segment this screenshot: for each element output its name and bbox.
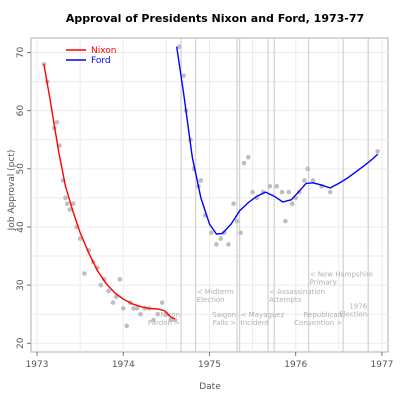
point-nixon-11	[77, 236, 83, 241]
point-ford-12	[226, 242, 231, 247]
event-annotation-line: Primary	[310, 278, 337, 286]
y-tick-label-0: 20	[16, 337, 26, 349]
event-annotation-2: Saigon Falls >	[212, 311, 236, 327]
point-nixon-34	[168, 317, 173, 323]
point-ford-18	[250, 189, 255, 195]
point-ford-30	[305, 166, 311, 172]
point-nixon-16	[98, 282, 104, 288]
event-annotation-line: < Assassination	[269, 288, 325, 296]
point-nixon-3	[54, 120, 60, 125]
point-nixon-18	[106, 288, 111, 294]
point-ford-15	[238, 230, 243, 236]
x-tick-label-3: 1976	[284, 360, 307, 370]
point-ford-1	[181, 73, 186, 79]
point-ford-25	[286, 189, 292, 195]
point-ford-21	[267, 183, 273, 189]
point-ford-6	[198, 178, 204, 183]
point-nixon-25	[131, 306, 136, 311]
point-nixon-27	[138, 311, 143, 317]
x-tick-label-0: 1973	[26, 360, 49, 370]
x-tick-label-4: 1977	[371, 360, 394, 370]
legend-label-nixon: Nixon	[91, 46, 117, 56]
y-tick-label-3: 50	[16, 163, 26, 175]
event-annotation-8: 1976 Election	[339, 302, 367, 318]
event-annotation-line: Republican	[304, 311, 343, 319]
event-annotation-line: Election	[197, 296, 225, 304]
event-annotation-0: Nixon Pardon >	[148, 311, 180, 327]
point-ford-23	[279, 189, 285, 195]
point-nixon-21	[117, 277, 123, 282]
data-points	[41, 44, 380, 329]
event-annotation-line: Attempts	[269, 296, 301, 304]
point-ford-31	[310, 178, 316, 183]
point-ford-29	[302, 178, 307, 183]
point-nixon-19	[110, 300, 116, 305]
y-tick-label-4: 60	[16, 105, 26, 117]
point-ford-33	[327, 189, 333, 195]
event-annotation-line: Incident	[241, 319, 269, 327]
point-nixon-26	[134, 306, 140, 311]
event-annotation-line: Convention >	[294, 319, 342, 327]
point-nixon-30	[151, 317, 156, 323]
chart-title: Approval of Presidents Nixon and Ford, 1…	[66, 12, 364, 25]
event-annotation-6: < New Hampshire Primary	[310, 270, 373, 286]
event-annotation-line: < Midterm	[197, 288, 234, 296]
y-axis-label: Job Approval (pct)	[7, 150, 17, 232]
point-nixon-31	[155, 311, 161, 317]
event-annotation-1: < Midterm Election	[197, 288, 234, 304]
event-annotation-line: 1976	[349, 302, 367, 310]
point-nixon-8	[67, 207, 73, 212]
event-annotation-3: < Mayaguez Incident	[241, 311, 285, 327]
event-annotation-7: Republican Convention >	[294, 311, 342, 327]
y-tick-label-5: 70	[16, 47, 26, 59]
point-ford-10	[218, 236, 224, 241]
legend-label-ford: Ford	[91, 56, 111, 66]
point-nixon-32	[159, 300, 165, 305]
y-tick-label-1: 30	[16, 279, 26, 291]
point-ford-8	[208, 230, 214, 236]
x-axis-label: Date	[199, 382, 221, 392]
event-annotation-line: < Mayaguez	[241, 311, 285, 319]
point-ford-34	[375, 149, 380, 154]
point-nixon-23	[124, 323, 130, 329]
point-ford-11	[221, 230, 227, 236]
point-ford-0	[177, 44, 182, 50]
y-tick-label-2: 40	[16, 221, 26, 233]
point-ford-14	[234, 218, 240, 224]
x-tick-label-2: 1975	[198, 360, 221, 370]
point-nixon-12	[82, 271, 87, 276]
event-annotation-line: Nixon	[160, 311, 180, 319]
point-ford-9	[214, 242, 219, 247]
event-annotation-4: < Assassination Attempts	[269, 288, 325, 304]
event-annotation-line: Falls >	[213, 319, 236, 327]
point-nixon-0	[41, 61, 47, 67]
grid	[31, 38, 388, 352]
point-ford-22	[274, 183, 280, 189]
trend-lines	[43, 46, 379, 320]
x-tick-label-1: 1974	[112, 360, 135, 370]
trend-line-nixon	[43, 64, 176, 320]
event-annotation-line: Saigon	[212, 311, 236, 319]
point-nixon-6	[63, 195, 68, 201]
point-ford-16	[241, 160, 247, 166]
point-ford-24	[283, 218, 288, 224]
event-annotation-line: < New Hampshire	[310, 270, 373, 278]
axis-ticks: 1973 1974 1975 1976 1977 20 30 40 50 60 70	[16, 47, 393, 370]
point-nixon-22	[120, 306, 126, 311]
point-ford-26	[289, 201, 295, 207]
trend-line-ford	[176, 46, 379, 235]
event-annotation-line: Election	[339, 310, 367, 318]
point-nixon-7	[64, 201, 70, 207]
point-nixon-9	[70, 201, 76, 207]
point-ford-13	[231, 201, 236, 207]
event-annotation-line: Pardon >	[148, 319, 180, 327]
point-ford-17	[246, 154, 251, 160]
